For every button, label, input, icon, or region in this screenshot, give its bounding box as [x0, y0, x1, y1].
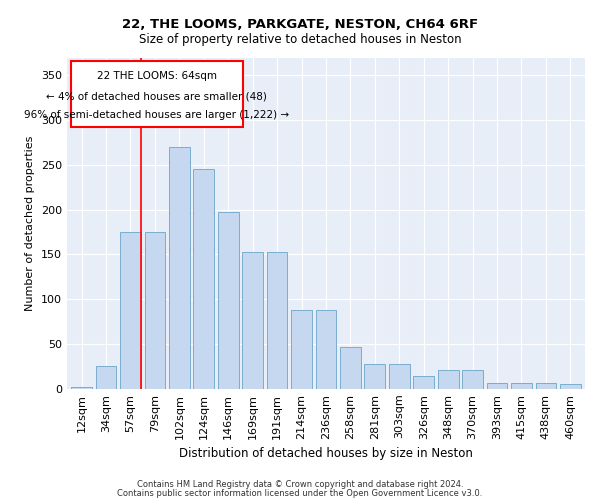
Y-axis label: Number of detached properties: Number of detached properties: [25, 136, 35, 311]
Bar: [560, 384, 581, 389]
Text: Size of property relative to detached houses in Neston: Size of property relative to detached ho…: [139, 32, 461, 46]
Bar: [389, 364, 410, 389]
Text: 96% of semi-detached houses are larger (1,222) →: 96% of semi-detached houses are larger (…: [24, 110, 289, 120]
Bar: [95, 366, 116, 389]
Text: 22 THE LOOMS: 64sqm: 22 THE LOOMS: 64sqm: [97, 70, 217, 81]
Bar: [71, 387, 92, 389]
Bar: [193, 170, 214, 389]
Bar: [364, 364, 385, 389]
Bar: [487, 382, 508, 389]
Bar: [242, 252, 263, 389]
Bar: [511, 382, 532, 389]
Text: Contains public sector information licensed under the Open Government Licence v3: Contains public sector information licen…: [118, 488, 482, 498]
Bar: [413, 376, 434, 389]
Bar: [462, 370, 483, 389]
Bar: [145, 232, 166, 389]
Bar: [291, 310, 312, 389]
X-axis label: Distribution of detached houses by size in Neston: Distribution of detached houses by size …: [179, 447, 473, 460]
Text: Contains HM Land Registry data © Crown copyright and database right 2024.: Contains HM Land Registry data © Crown c…: [137, 480, 463, 489]
Bar: [120, 232, 141, 389]
Bar: [536, 382, 556, 389]
Bar: [438, 370, 458, 389]
Text: 22, THE LOOMS, PARKGATE, NESTON, CH64 6RF: 22, THE LOOMS, PARKGATE, NESTON, CH64 6R…: [122, 18, 478, 30]
Bar: [169, 147, 190, 389]
Bar: [267, 252, 287, 389]
Bar: [316, 310, 337, 389]
Bar: [218, 212, 239, 389]
Text: ← 4% of detached houses are smaller (48): ← 4% of detached houses are smaller (48): [46, 91, 267, 101]
Bar: [340, 346, 361, 389]
Bar: [71, 61, 243, 128]
